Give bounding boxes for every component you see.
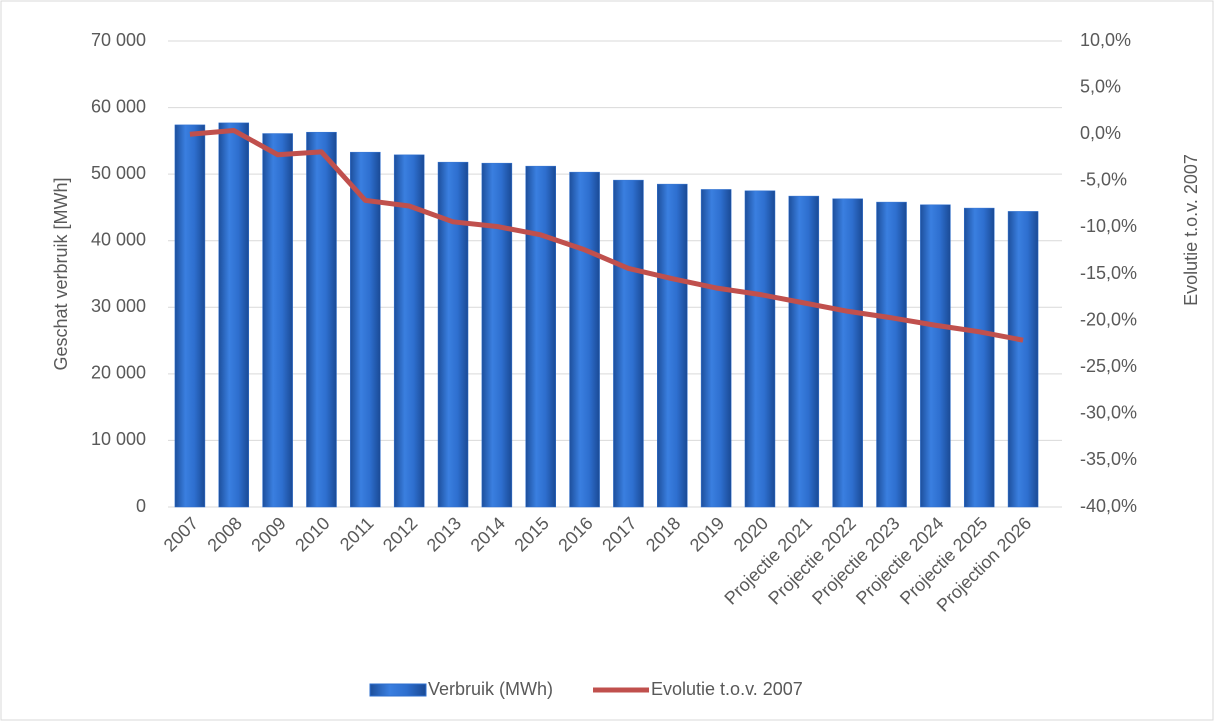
bar [569, 171, 600, 508]
bar [174, 124, 206, 508]
bar [832, 198, 863, 508]
y2-tick-label: -15,0% [1080, 263, 1137, 283]
bar [481, 162, 513, 508]
y2-tick-label: -5,0% [1080, 170, 1127, 190]
y2-tick-label: -30,0% [1080, 403, 1137, 423]
bar [393, 154, 425, 508]
bar [262, 133, 293, 508]
bar [963, 207, 995, 508]
bar [306, 131, 337, 508]
y-tick-label: 20 000 [91, 363, 146, 383]
bar [920, 204, 951, 508]
bar [700, 189, 732, 508]
y-tick-label: 10 000 [91, 429, 146, 449]
bar [525, 165, 556, 508]
y-tick-label: 30 000 [91, 296, 146, 316]
line [189, 127, 1024, 343]
y2-tick-label: -20,0% [1080, 309, 1137, 329]
y2-tick-label: -40,0% [1080, 496, 1137, 516]
bar [876, 201, 907, 508]
bar [788, 195, 820, 508]
y-axis-title: Geschat verbruik [MWh] [51, 177, 71, 370]
legend-label: Evolutie t.o.v. 2007 [651, 679, 803, 699]
bar [613, 179, 644, 508]
y2-axis-title: Evolutie t.o.v. 2007 [1181, 154, 1201, 306]
y2-tick-label: 10,0% [1080, 30, 1131, 50]
y-tick-label: 40 000 [91, 229, 146, 249]
y2-tick-label: 5,0% [1080, 76, 1121, 96]
y-tick-label: 60 000 [91, 96, 146, 116]
legend-label: Verbruik (MWh) [428, 679, 553, 699]
bar [218, 122, 250, 508]
bar [350, 151, 381, 508]
y2-tick-label: -25,0% [1080, 356, 1137, 376]
y2-tick-label: 0,0% [1080, 123, 1121, 143]
bar [657, 183, 688, 508]
legend-swatch [369, 683, 427, 697]
y-tick-label: 50 000 [91, 163, 146, 183]
y2-tick-label: -35,0% [1080, 449, 1137, 469]
bar [744, 190, 776, 508]
y-tick-label: 0 [136, 496, 146, 516]
y2-tick-label: -10,0% [1080, 216, 1137, 236]
bar [437, 161, 469, 508]
bar [1007, 211, 1039, 508]
y-tick-label: 70 000 [91, 30, 146, 50]
